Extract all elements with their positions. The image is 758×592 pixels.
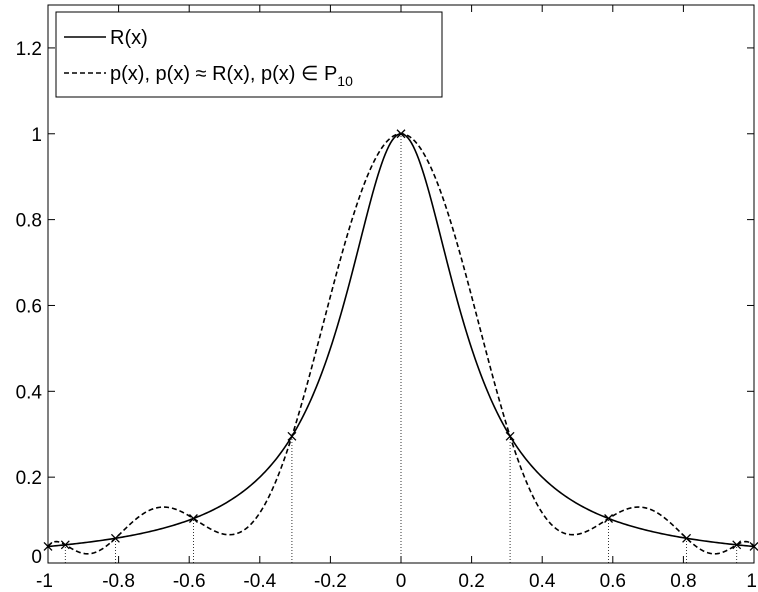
legend-entry-2-text: p(x), p(x) ≈ R(x), p(x) ∈ P [110, 63, 337, 85]
x-tick-label: 0.6 [600, 571, 626, 592]
y-tick-label: 0.8 [16, 211, 42, 232]
x-tick-labels: -1 -0.8 -0.6 -0.4 -0.2 0 0.2 0.4 0.6 0.8 1 [36, 571, 757, 592]
x-tick-label: 0 [396, 571, 407, 592]
x-tick-label: 0.8 [670, 571, 696, 592]
y-tick-label: 1 [31, 125, 42, 146]
y-tick-label: 0 [31, 547, 42, 568]
legend-entry-1: R(x) [110, 27, 148, 49]
node-marker [188, 514, 198, 523]
x-tick-label: -1 [36, 571, 53, 592]
legend-entry-2: p(x), p(x) ≈ R(x), p(x) ∈ P10 [110, 63, 353, 89]
x-tick-label: 0.4 [529, 571, 556, 592]
node-marker [732, 540, 742, 550]
node-droplines [47, 133, 755, 563]
x-tick-label: -0.8 [102, 571, 135, 592]
y-tick-label: 0.2 [16, 468, 42, 489]
y-tick-label: 0.4 [16, 382, 43, 403]
x-tick-label: -0.4 [243, 571, 276, 592]
legend-box [55, 11, 443, 98]
x-tick-label: 0.2 [458, 571, 484, 592]
x-tick-label: -0.2 [314, 571, 347, 592]
node-marker [396, 129, 406, 139]
node-marker [604, 514, 614, 523]
legend: R(x) p(x), p(x) ≈ R(x), p(x) ∈ P10 [55, 11, 443, 98]
axis-ticks [47, 5, 755, 564]
y-tick-label: 0.6 [16, 296, 42, 317]
node-marker [60, 540, 70, 550]
node-marker [287, 431, 297, 441]
node-marker [110, 533, 120, 543]
y-tick-labels: 0 0.2 0.4 0.6 0.8 1 1.2 [16, 39, 43, 568]
x-tick-label: -0.6 [173, 571, 206, 592]
legend-entry-2-subscript: 10 [337, 73, 353, 89]
node-marker [505, 431, 515, 441]
node-marker [682, 533, 692, 543]
x-tick-label: 1 [746, 571, 757, 592]
y-tick-label: 1.2 [16, 39, 42, 60]
